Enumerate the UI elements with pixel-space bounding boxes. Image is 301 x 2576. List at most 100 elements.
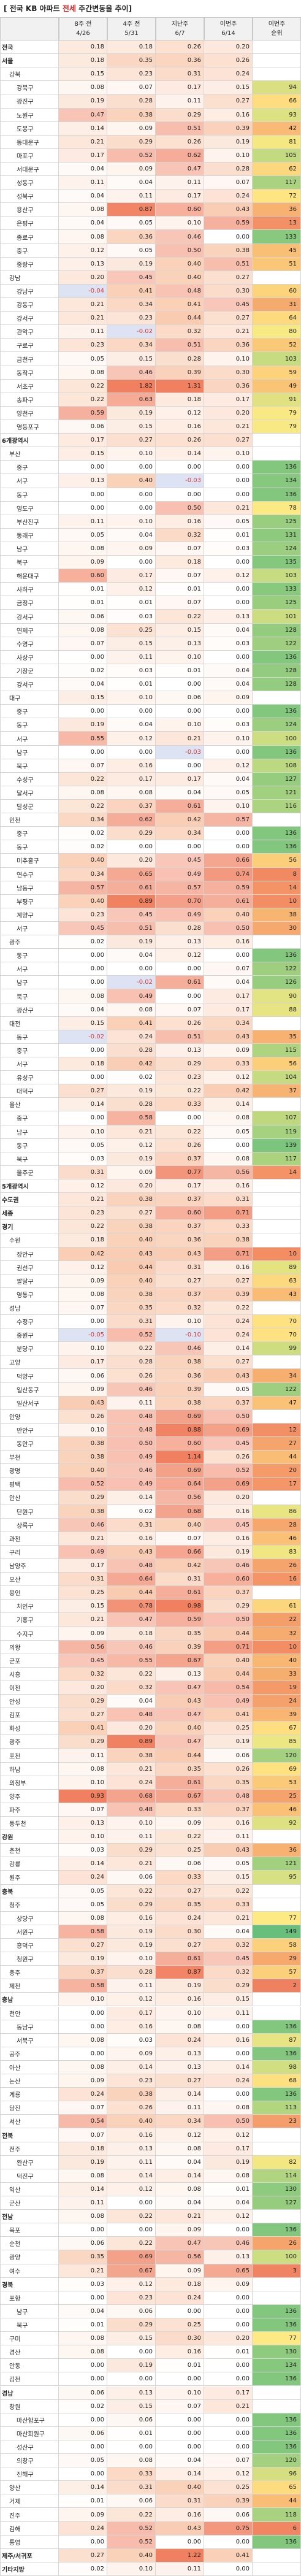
value-4weeks-cell: 0.15 (107, 637, 156, 651)
value-4weeks-cell: 0.14 (107, 2060, 156, 2075)
value-8weeks-cell: 0.01 (59, 583, 107, 597)
value-4weeks-cell: 0.40 (107, 2115, 156, 2129)
value-thisweek-cell: 0.48 (204, 1789, 253, 1803)
region-name-cell: 부산진구 (0, 515, 59, 529)
table-row: 울산 0.14 0.28 0.33 0.14 (0, 1098, 301, 1112)
rank-cell: 135 (253, 556, 301, 570)
rank-cell: 6 (253, 2521, 301, 2536)
value-lastweek-cell: 0.62 (156, 148, 204, 163)
rank-cell (253, 1586, 301, 1600)
table-row: 광산구 0.04 0.08 0.07 0.17 88 (0, 1003, 301, 1017)
value-4weeks-cell: 0.38 (107, 1287, 156, 1301)
region-name-cell: 천안 (0, 2006, 59, 2020)
table-row: 순천 0.06 0.22 0.47 0.46 26 (0, 2237, 301, 2251)
value-lastweek-cell: 0.60 (156, 203, 204, 217)
value-8weeks-cell: 0.02 (59, 2399, 107, 2413)
value-4weeks-cell: 0.08 (107, 786, 156, 800)
value-4weeks-cell: 0.19 (107, 935, 156, 949)
value-8weeks-cell: 0.22 (59, 772, 107, 786)
region-name-cell: 금천구 (0, 352, 59, 366)
value-8weeks-cell: 0.23 (59, 339, 107, 353)
table-row: 광양 0.35 0.69 0.56 0.13 100 (0, 2250, 301, 2264)
region-name-cell: 강서구 (0, 678, 59, 692)
region-name-cell: 서구 (0, 962, 59, 976)
value-thisweek-cell: 0.20 (204, 40, 253, 55)
table-row: 동대문구 0.21 0.29 0.26 0.19 81 (0, 135, 301, 149)
table-row: 군포 0.45 0.55 0.67 0.40 40 (0, 1654, 301, 1668)
value-4weeks-cell: 0.35 (107, 1301, 156, 1316)
value-thisweek-cell: 0.00 (204, 949, 253, 963)
value-lastweek-cell: 0.16 (156, 1993, 204, 2007)
region-name-cell: 마포구 (0, 148, 59, 163)
value-lastweek-cell: 0.59 (156, 1613, 204, 1627)
value-4weeks-cell: 0.16 (107, 1531, 156, 1546)
table-row: 안양 0.26 0.48 0.69 0.50 (0, 1409, 301, 1424)
value-8weeks-cell: 0.19 (59, 1952, 107, 1966)
value-thisweek-cell: 0.09 (204, 2277, 253, 2291)
value-lastweek-cell: 0.07 (156, 542, 204, 556)
value-thisweek-cell: 0.24 (204, 190, 253, 204)
region-name-cell: 하남 (0, 1762, 59, 1776)
value-8weeks-cell: 0.12 (59, 243, 107, 258)
value-8weeks-cell: 0.00 (59, 2467, 107, 2482)
table-row: 처인구 0.15 0.78 0.98 0.29 61 (0, 1600, 301, 1614)
value-lastweek-cell: 0.48 (156, 284, 204, 299)
value-thisweek-cell: 0.17 (204, 1003, 253, 1017)
value-thisweek-cell: 0.27 (204, 94, 253, 109)
value-lastweek-cell: 0.16 (156, 515, 204, 529)
header-8weeks-label: 8주 전 (74, 21, 92, 28)
value-thisweek-cell: 0.71 (204, 1640, 253, 1654)
value-thisweek-cell: 0.09 (204, 691, 253, 705)
value-thisweek-cell: 0.16 (204, 1179, 253, 1194)
table-row: 울주군 0.31 0.09 0.77 0.56 14 (0, 1165, 301, 1179)
value-4weeks-cell: 0.46 (107, 1464, 156, 1478)
table-row: 안성 0.29 0.04 0.43 0.49 24 (0, 1695, 301, 1709)
value-thisweek-cell: 0.00 (204, 474, 253, 488)
value-8weeks-cell: 0.00 (59, 1111, 107, 1125)
value-lastweek-cell: 0.11 (156, 2101, 204, 2115)
rank-cell: 90 (253, 989, 301, 1003)
rank-cell: 77 (253, 2332, 301, 2346)
table-row: 서구 0.00 0.00 0.00 0.07 122 (0, 962, 301, 976)
value-thisweek-cell: 0.26 (204, 1451, 253, 1465)
value-lastweek-cell: 0.56 (156, 1491, 204, 1505)
rank-cell (253, 40, 301, 55)
value-lastweek-cell: 0.34 (156, 2115, 204, 2129)
value-8weeks-cell: 0.24 (59, 2088, 107, 2102)
region-name-cell: 양산 (0, 2481, 59, 2495)
rank-cell: 85 (253, 1735, 301, 1749)
table-row: 5개광역시 0.12 0.20 0.17 0.16 (0, 1179, 301, 1194)
table-row: 강릉 0.14 0.21 0.06 0.05 121 (0, 1857, 301, 1871)
value-lastweek-cell: 0.00 (156, 2440, 204, 2455)
value-lastweek-cell: 0.06 (156, 1857, 204, 1871)
value-8weeks-cell: 0.00 (59, 650, 107, 664)
value-8weeks-cell: 0.24 (59, 1871, 107, 1885)
value-thisweek-cell: 0.00 (204, 2318, 253, 2333)
value-lastweek-cell: 0.24 (156, 2033, 204, 2047)
value-lastweek-cell: 0.13 (156, 2060, 204, 2075)
value-lastweek-cell: 0.10 (156, 650, 204, 664)
value-4weeks-cell: 0.05 (107, 243, 156, 258)
table-row: 마산회원구 0.06 0.01 0.00 0.00 136 (0, 2426, 301, 2440)
table-row: 만안구 0.10 0.48 0.88 0.69 12 (0, 1423, 301, 1437)
value-thisweek-cell: 0.71 (204, 1247, 253, 1261)
value-thisweek-cell: 0.01 (204, 2345, 253, 2359)
table-row: 강동구 0.21 0.34 0.41 0.45 31 (0, 298, 301, 312)
table-row: 계룡 0.24 0.38 0.14 0.00 136 (0, 2088, 301, 2102)
rank-cell: 136 (253, 705, 301, 719)
table-row: 대구 0.15 0.10 0.06 0.09 (0, 691, 301, 705)
table-row: 관악구 0.11 -0.02 0.32 0.21 80 (0, 325, 301, 339)
table-row: 서구 0.13 0.40 -0.03 0.00 134 (0, 474, 301, 488)
value-thisweek-cell: 0.00 (204, 650, 253, 664)
value-lastweek-cell: 0.33 (156, 1871, 204, 1885)
value-4weeks-cell: 0.12 (107, 583, 156, 597)
region-name-cell: 미추홀구 (0, 854, 59, 868)
value-lastweek-cell: 0.36 (156, 1369, 204, 1383)
region-name-cell: 대구 (0, 691, 59, 705)
region-name-cell: 안산 (0, 1491, 59, 1505)
value-lastweek-cell: 0.42 (156, 1558, 204, 1573)
table-row: 단원구 0.38 0.02 0.68 0.16 86 (0, 1505, 301, 1519)
region-name-cell: 경산 (0, 2345, 59, 2359)
region-name-cell: 구리 (0, 1545, 59, 1559)
table-row: 충주 0.37 0.28 0.87 0.32 57 (0, 1966, 301, 1980)
